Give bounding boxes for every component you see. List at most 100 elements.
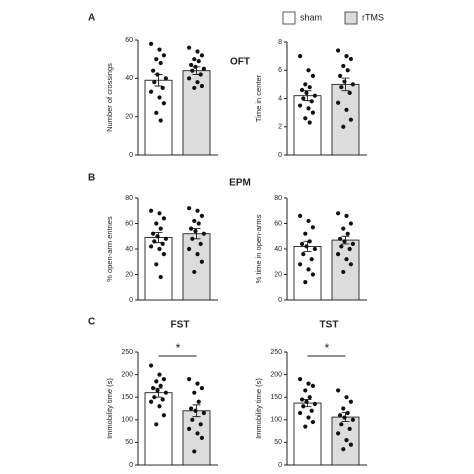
data-point — [310, 383, 315, 388]
data-point — [338, 236, 343, 241]
data-point — [195, 252, 200, 257]
data-point — [189, 406, 194, 411]
y-tick-label: 6 — [278, 67, 282, 74]
data-point — [193, 408, 198, 413]
data-point — [198, 422, 203, 427]
data-point — [157, 246, 162, 252]
data-point — [199, 259, 204, 264]
bar — [182, 410, 211, 466]
data-point — [157, 372, 162, 377]
y-tick-label: 250 — [121, 349, 133, 356]
data-point — [310, 73, 315, 78]
data-point — [155, 234, 160, 239]
data-point — [161, 216, 166, 221]
data-point — [336, 431, 341, 436]
data-point — [187, 206, 192, 211]
data-point — [190, 236, 195, 241]
data-point — [298, 410, 303, 416]
data-point — [154, 221, 159, 226]
data-point — [187, 45, 192, 50]
data-point — [158, 274, 163, 280]
data-point — [306, 106, 311, 111]
data-point — [307, 120, 312, 125]
data-point — [303, 231, 308, 236]
data-point — [152, 239, 157, 244]
y-tick-label: 40 — [125, 246, 133, 253]
data-point — [199, 213, 204, 218]
data-point — [309, 99, 314, 104]
data-point — [298, 54, 303, 59]
data-point — [154, 262, 159, 267]
data-point — [304, 399, 309, 404]
y-tick-label: 80 — [274, 195, 282, 202]
data-point — [163, 76, 168, 81]
data-point — [154, 379, 159, 384]
y-tick-label: 100 — [121, 417, 133, 424]
data-point — [160, 241, 165, 246]
data-point — [341, 406, 346, 411]
data-point — [347, 246, 352, 252]
data-point — [298, 377, 303, 382]
data-point — [339, 85, 344, 90]
bar — [293, 245, 322, 301]
data-point — [149, 89, 154, 94]
data-point — [307, 395, 312, 400]
y-tick-label: 60 — [125, 37, 133, 44]
data-point — [312, 401, 317, 407]
y-tick-label: 0 — [278, 297, 282, 304]
data-point — [160, 397, 165, 402]
data-point — [301, 252, 306, 257]
data-point — [312, 93, 317, 98]
data-point — [303, 424, 308, 429]
y-tick-label: 250 — [270, 349, 282, 356]
data-point — [310, 419, 315, 425]
y-axis-label: % time in open-arms — [254, 214, 263, 283]
data-point — [348, 399, 353, 404]
data-point — [199, 386, 204, 391]
data-point — [345, 68, 350, 73]
legend-swatch — [344, 11, 358, 25]
data-point — [193, 64, 198, 69]
y-tick-label: 8 — [278, 39, 282, 46]
data-point — [152, 80, 157, 85]
data-point — [336, 252, 341, 257]
data-point — [158, 118, 163, 123]
data-point — [149, 208, 154, 213]
legend-swatch — [282, 11, 296, 25]
data-point — [341, 269, 346, 275]
data-point — [310, 225, 315, 230]
data-point — [151, 68, 156, 73]
data-point — [306, 415, 311, 420]
data-point — [344, 213, 349, 218]
data-point — [303, 82, 308, 87]
data-point — [348, 221, 353, 226]
data-point — [306, 218, 311, 224]
data-point — [201, 66, 206, 71]
y-tick-label: 4 — [278, 95, 282, 102]
y-axis-label: % open-arm entries — [105, 216, 114, 282]
data-point — [309, 408, 314, 413]
data-point — [301, 96, 306, 101]
data-point — [344, 54, 349, 59]
data-point — [304, 90, 309, 95]
y-tick-label: 150 — [270, 394, 282, 401]
data-point — [163, 236, 168, 241]
data-point — [304, 244, 309, 249]
data-point — [149, 41, 154, 46]
y-tick-label: 0 — [129, 462, 133, 469]
data-point — [154, 422, 159, 427]
data-point — [303, 280, 308, 285]
y-tick-label: 0 — [129, 297, 133, 304]
bar — [293, 402, 322, 466]
y-tick-label: 20 — [274, 271, 282, 278]
data-point — [199, 53, 204, 58]
data-point — [196, 399, 201, 404]
data-point — [158, 60, 163, 66]
y-tick-label: 0 — [278, 462, 282, 469]
data-point — [158, 383, 163, 388]
data-point — [198, 241, 203, 246]
data-point — [154, 110, 159, 115]
data-point — [344, 257, 349, 262]
data-point — [339, 422, 344, 427]
